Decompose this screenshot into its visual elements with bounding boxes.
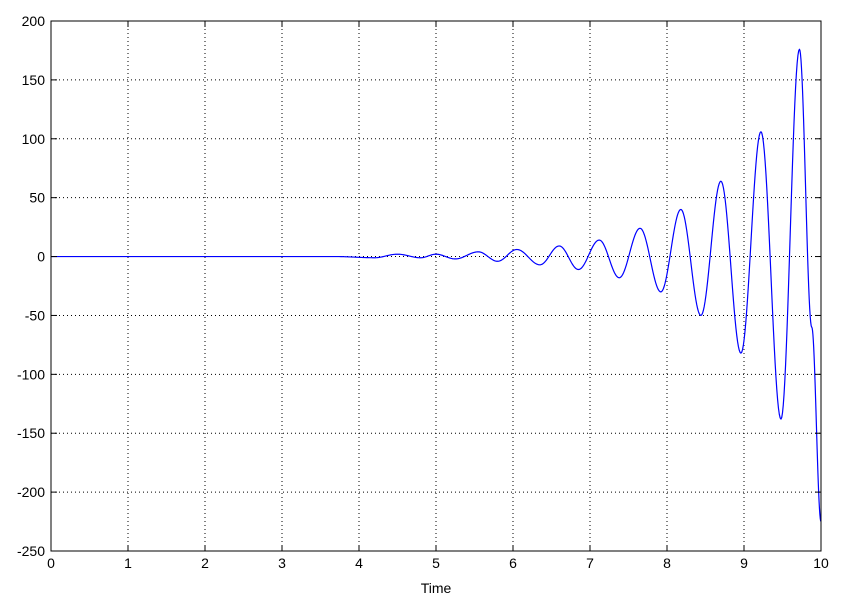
series-layer [51,48,822,522]
x-tick-label: 2 [201,555,209,571]
x-tick-label: 4 [355,555,363,571]
x-tick-label: 1 [124,555,132,571]
x-tick-label: 5 [432,555,440,571]
ticks: 0 1 2 3 4 5 6 7 8 9 10 200 150 100 50 0 -50 -100 -150 -200 -… [17,13,829,571]
y-tick-label: -250 [17,543,45,559]
series-line [51,48,822,522]
y-tick-label: 100 [22,131,46,147]
y-tick-label: -100 [17,366,45,382]
x-tick-label: 8 [663,555,671,571]
x-tick-label: 9 [740,555,748,571]
x-tick-label: 7 [586,555,594,571]
y-tick-label: -200 [17,484,45,500]
y-tick-label: 50 [29,190,45,206]
x-axis-label: Time [421,580,452,596]
x-tick-label: 6 [509,555,517,571]
y-tick-label: -150 [17,425,45,441]
x-tick-label: 0 [47,555,55,571]
x-tick-label: 10 [813,555,829,571]
y-tick-label: 150 [22,72,46,88]
y-tick-label: -50 [25,307,45,323]
y-tick-label: 0 [37,249,45,265]
x-tick-label: 3 [278,555,286,571]
y-tick-label: 200 [22,13,46,29]
